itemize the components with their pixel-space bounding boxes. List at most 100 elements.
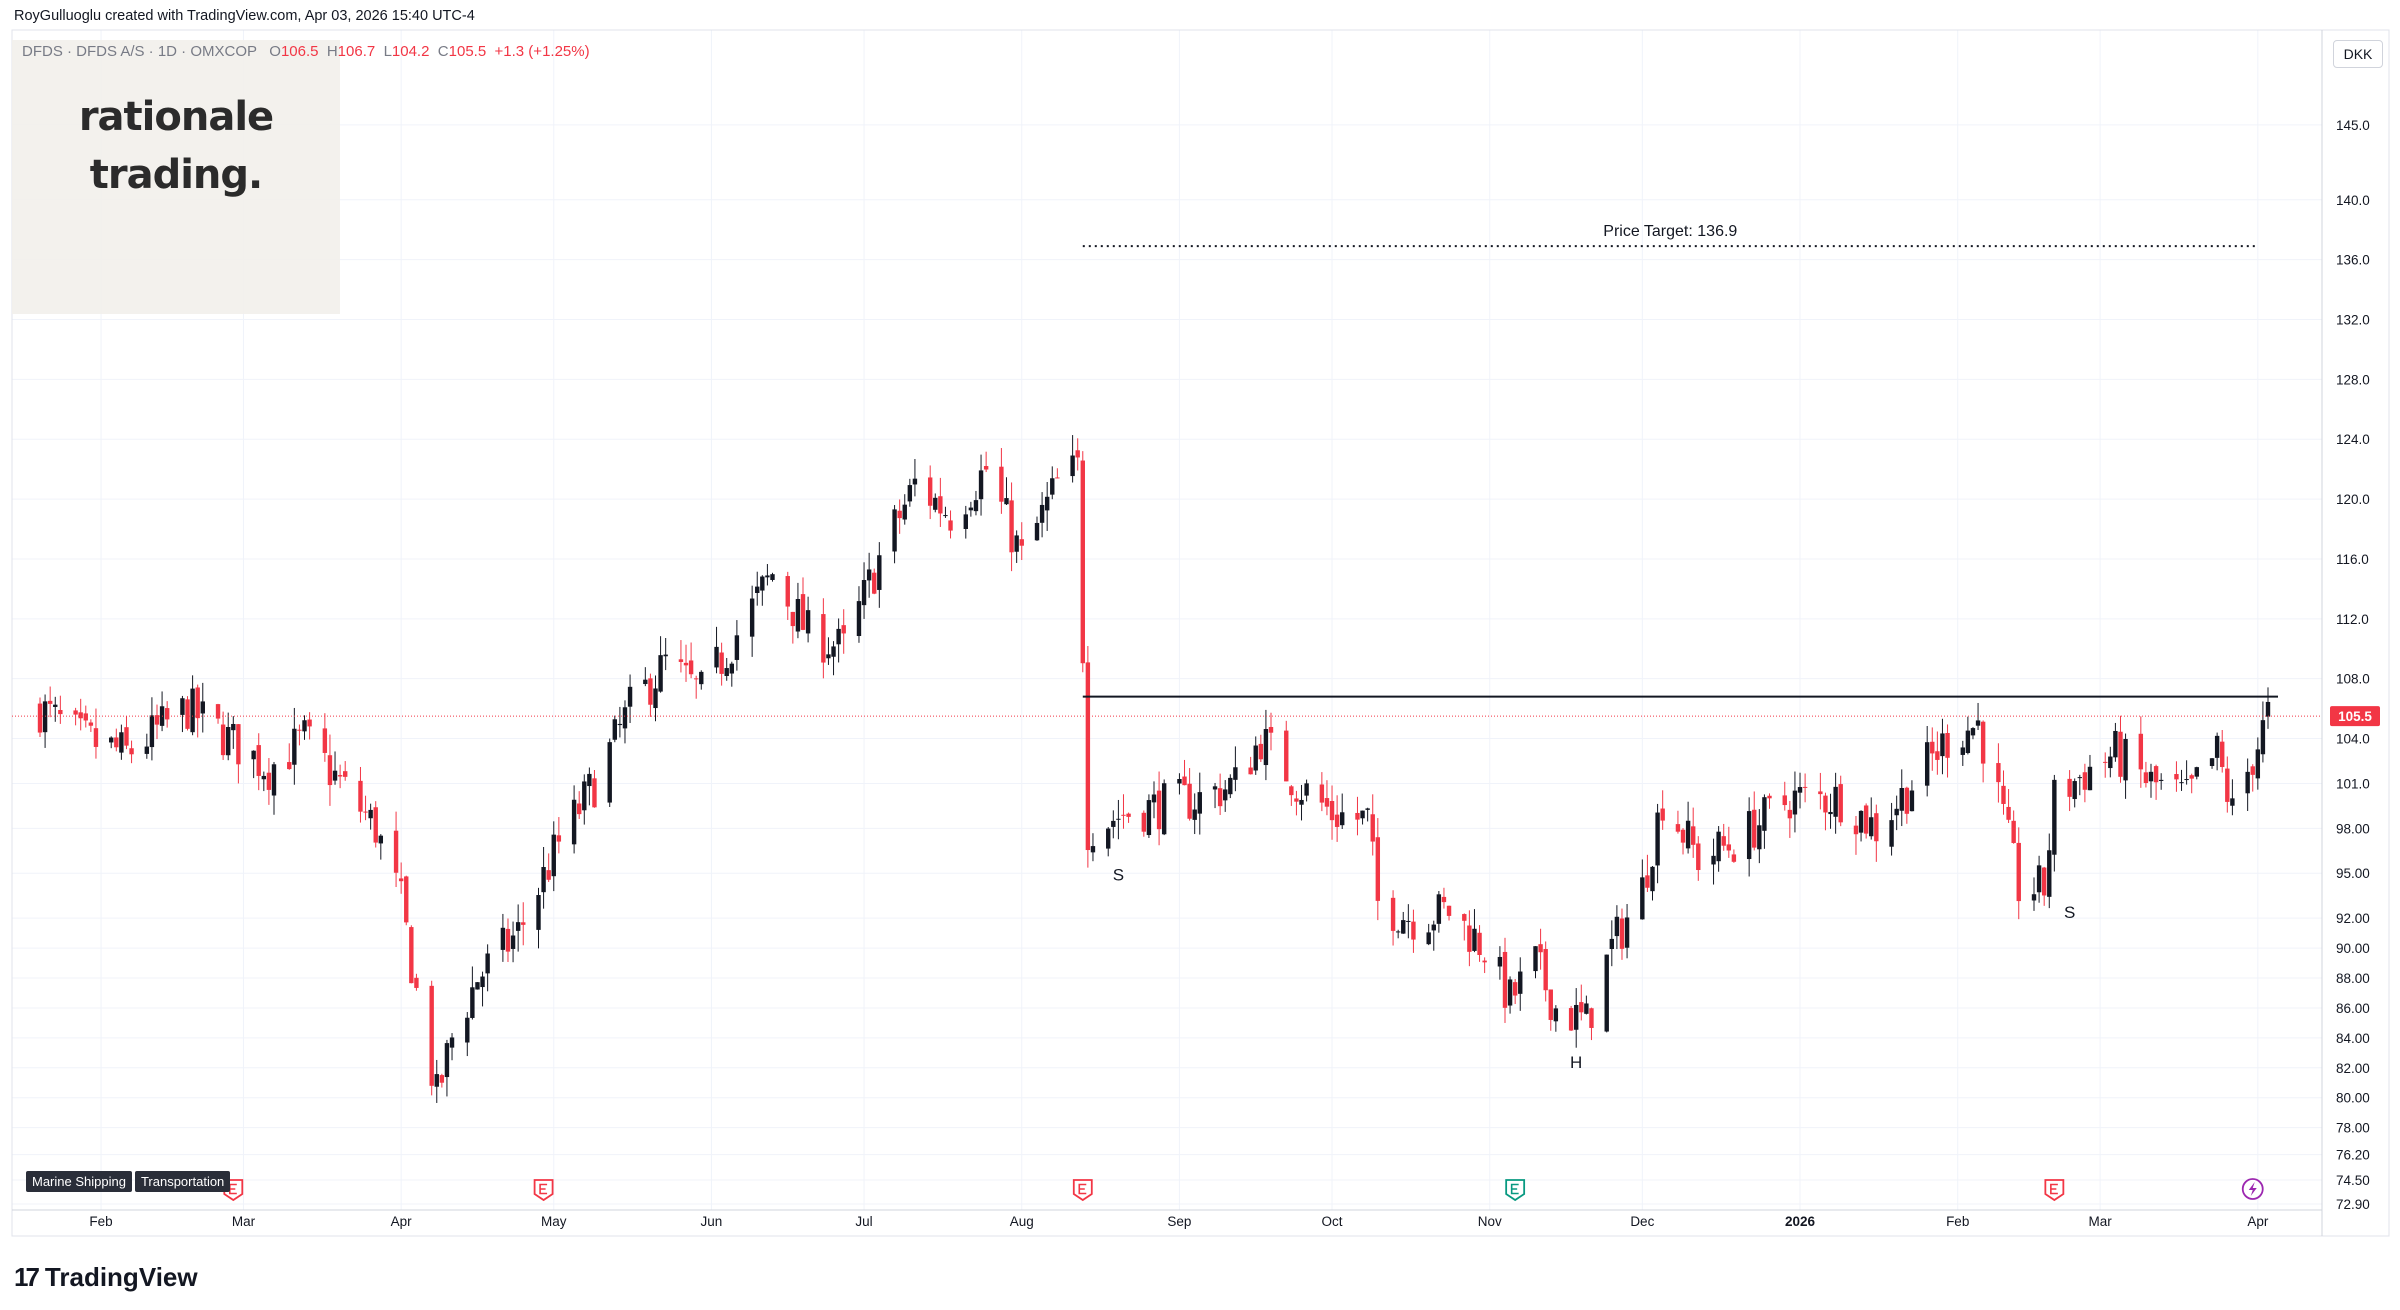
time-tick-label: Aug	[1010, 1214, 1034, 1229]
sector-tags: Marine Shipping Transportation	[26, 1171, 231, 1192]
candle	[755, 571, 760, 606]
sector-tag[interactable]: Marine Shipping	[26, 1171, 132, 1192]
candle	[2153, 764, 2159, 800]
candle	[1507, 976, 1513, 1014]
symbol-legend[interactable]: DFDS · DFDS A/S · 1D · OMXCOP O106.5 H10…	[22, 43, 590, 60]
candle	[999, 448, 1004, 514]
price-tick-label: 104.0	[2336, 732, 2370, 747]
tradingview-logo[interactable]: 17 TradingView	[14, 1262, 198, 1293]
candlestick-series	[37, 435, 2271, 1103]
candle	[2209, 758, 2215, 769]
pattern-label: S	[2064, 903, 2075, 922]
symbol-description: DFDS · DFDS A/S · 1D · OMXCOP	[22, 43, 257, 60]
earnings-icon[interactable]	[2044, 1179, 2065, 1202]
candle	[658, 636, 663, 693]
candle	[195, 684, 200, 738]
candle	[2041, 866, 2047, 906]
pattern-labels: S H S	[1113, 866, 2076, 1072]
candle	[1996, 743, 2001, 803]
candle	[393, 811, 399, 888]
candle	[933, 493, 938, 513]
candle	[1762, 794, 1767, 849]
candle	[1604, 954, 1609, 1033]
candle	[1619, 908, 1625, 960]
candle	[2179, 769, 2184, 791]
price-tick-label: 82.00	[2336, 1061, 2370, 1076]
candle	[587, 767, 592, 806]
candle	[1863, 803, 1869, 839]
candle	[368, 803, 373, 830]
candle	[612, 715, 618, 743]
candle	[1980, 720, 1986, 783]
candle	[1716, 826, 1721, 872]
candle	[1441, 887, 1447, 909]
earnings-icon[interactable]	[533, 1179, 554, 1202]
candle	[1446, 905, 1452, 921]
last-price-badge	[2330, 706, 2380, 727]
candle	[129, 740, 134, 764]
candle	[307, 712, 312, 740]
candle	[1192, 793, 1197, 835]
candle	[551, 821, 556, 892]
candle	[1553, 1005, 1559, 1032]
price-tick-label: 98.00	[2336, 821, 2370, 836]
candle	[1685, 801, 1691, 854]
lightning-icon[interactable]	[2241, 1178, 2264, 1200]
candle	[2077, 774, 2082, 796]
candle	[861, 562, 867, 619]
candle	[729, 661, 734, 687]
candle	[1426, 923, 1431, 946]
event-markers[interactable]	[223, 1178, 2264, 1202]
drawing-lines[interactable]: Price Target: 136.9	[12, 223, 2322, 717]
candle	[1365, 807, 1370, 822]
earnings-icon[interactable]	[1072, 1179, 1093, 1202]
candle	[2143, 761, 2149, 788]
candle	[1197, 772, 1202, 835]
candle	[1538, 928, 1543, 970]
price-tick-label: 136.0	[2336, 253, 2370, 268]
candle	[805, 596, 811, 643]
close-value: 105.5	[448, 43, 487, 60]
candle	[907, 478, 913, 507]
candle	[831, 641, 836, 676]
candle	[1568, 1005, 1574, 1031]
candle	[2031, 877, 2037, 911]
grid	[12, 30, 2322, 1210]
candle	[1518, 957, 1523, 1011]
candle	[2189, 773, 2194, 794]
candle	[1940, 718, 1945, 775]
candle	[683, 644, 689, 682]
candle	[1802, 773, 1808, 803]
candle	[444, 1039, 450, 1097]
candle	[2255, 737, 2261, 790]
candle	[505, 918, 511, 962]
candle	[841, 609, 846, 654]
candle	[724, 657, 729, 681]
price-axis[interactable]: 145.0 140.0 136.0 132.0 128.0 124.0 120.0 116.0…	[2330, 118, 2380, 1212]
last-price-value: 105.5	[2338, 709, 2372, 724]
industry-tag[interactable]: Transportation	[134, 1171, 231, 1192]
candle	[943, 506, 948, 518]
candle	[149, 697, 155, 761]
candle	[2103, 752, 2108, 778]
candle	[1019, 522, 1024, 561]
candle	[1579, 984, 1584, 1021]
dividend-icon[interactable]	[1505, 1179, 1526, 1202]
candle	[836, 618, 841, 663]
time-axis[interactable]: Feb Mar Apr May Jun Jul Aug Sep Oct Nov Dec 2026 Feb…	[89, 1214, 2268, 1229]
candle	[1838, 775, 1843, 827]
candle	[2194, 766, 2199, 780]
candle	[607, 738, 612, 808]
candle	[1645, 854, 1650, 893]
candle	[1589, 1007, 1594, 1041]
candle	[653, 675, 658, 722]
rationale-trading-logo: rationale trading.	[12, 88, 340, 204]
high-value: 106.7	[337, 43, 376, 60]
price-tick-label: 108.0	[2336, 672, 2370, 687]
candle	[1655, 803, 1660, 884]
candle	[1161, 779, 1167, 836]
time-tick-label: Sep	[1167, 1214, 1191, 1229]
candle	[1223, 780, 1228, 812]
currency-button[interactable]: DKK	[2333, 40, 2383, 68]
